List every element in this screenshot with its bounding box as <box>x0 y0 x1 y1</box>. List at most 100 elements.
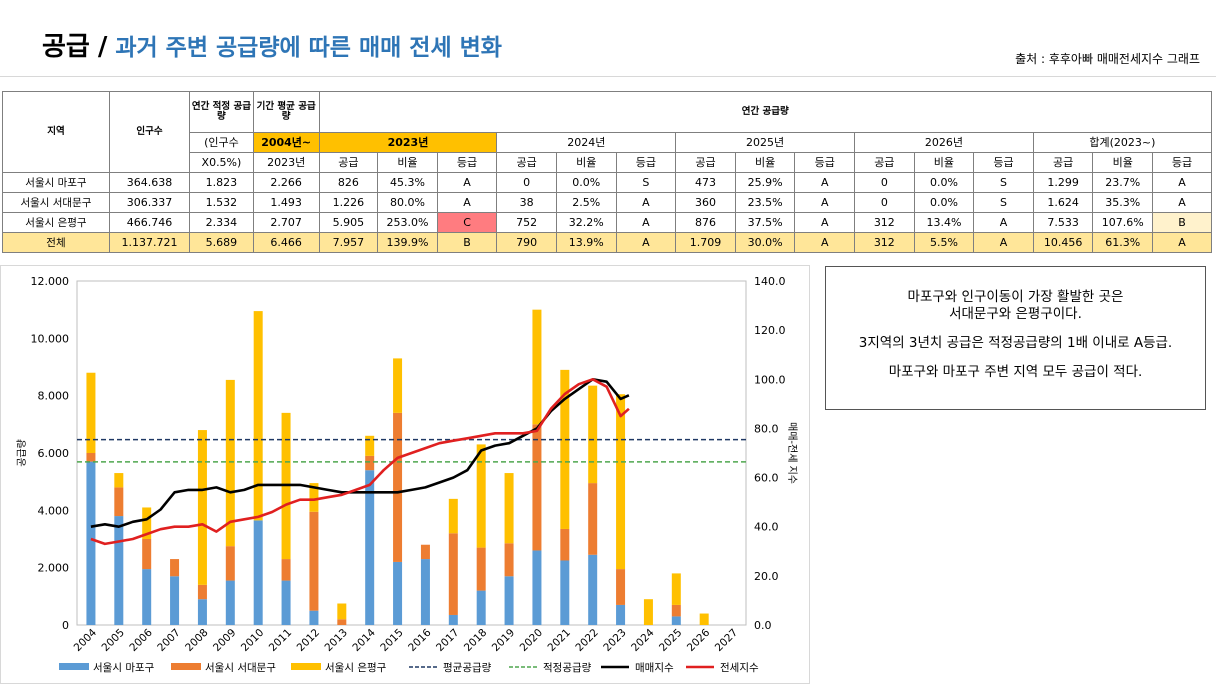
cell-value: 37.5% <box>734 212 796 233</box>
bar-segment <box>86 461 96 625</box>
bar-segment <box>476 444 486 548</box>
bar-segment <box>337 603 347 620</box>
cell-value: 752 <box>496 212 557 233</box>
legend-label: 전세지수 <box>720 662 759 674</box>
bar-segment <box>197 584 207 600</box>
cell-value: 23.7% <box>1092 172 1154 193</box>
cell-population: 306.337 <box>108 192 191 213</box>
cell-grade: A <box>436 172 498 193</box>
cell-population: 466.746 <box>108 212 191 233</box>
x-tick-label: 2004 <box>72 626 100 654</box>
cell-value: 253.0% <box>377 212 438 233</box>
bar-segment <box>337 619 347 625</box>
x-tick-label: 2016 <box>406 626 434 654</box>
subcol-supply: 공급 <box>854 152 915 173</box>
bar-segment <box>699 613 709 625</box>
cell-value: 2.5% <box>555 192 617 213</box>
cell-value: 25.9% <box>734 172 796 193</box>
cell-value: 61.3% <box>1092 232 1154 253</box>
subcol-supply: 공급 <box>318 152 379 173</box>
page-title: 공급 / 과거 주변 공급량에 따른 매매 전세 변화 <box>42 26 502 66</box>
bar-segment <box>616 569 626 605</box>
header-year-2026: 2026년 <box>854 132 1034 153</box>
legend-label: 서울시 마포구 <box>93 662 155 674</box>
cell-grade: A <box>794 192 856 213</box>
cell-region: 서울시 서대문구 <box>2 192 110 213</box>
x-tick-label: 2008 <box>183 627 210 654</box>
bar-segment <box>448 614 458 625</box>
bar-segment <box>197 599 207 625</box>
legend-label: 매매지수 <box>635 662 674 674</box>
bar-segment <box>448 498 458 534</box>
cell-value: 0.0% <box>555 172 617 193</box>
bar-segment <box>142 569 152 625</box>
x-tick-label: 2018 <box>462 627 489 654</box>
header-period-start: 2004년~ <box>252 132 320 153</box>
cell-average: 6.466 <box>252 232 320 253</box>
bar-segment <box>448 533 458 615</box>
header-region: 지역 <box>2 91 110 173</box>
header-period-end: 2023년 <box>252 152 320 173</box>
x-tick-label: 2021 <box>546 627 573 654</box>
bar-segment <box>643 599 653 625</box>
y2-tick-label: 0.0 <box>754 619 772 632</box>
cell-value: 23.5% <box>734 192 796 213</box>
subcol-grade: 등급 <box>436 152 498 173</box>
cell-population: 1.137.721 <box>108 232 191 253</box>
cell-grade: A <box>615 192 677 213</box>
subcol-ratio: 비율 <box>555 152 617 173</box>
series-line <box>90 378 630 529</box>
source-caption: 출처 : 후후아빠 매매전세지수 그래프 <box>1015 52 1200 66</box>
x-tick-label: 2015 <box>378 627 405 654</box>
x-tick-label: 2006 <box>127 626 155 654</box>
bar-segment <box>588 385 598 484</box>
y-tick-label: 10.000 <box>31 332 70 345</box>
cell-average: 2.266 <box>252 172 320 193</box>
cell-region: 서울시 마포구 <box>2 172 110 193</box>
cell-population: 364.638 <box>108 172 191 193</box>
y-tick-label: 0 <box>62 619 69 632</box>
cell-grade: A <box>436 192 498 213</box>
bar-segment <box>616 604 626 625</box>
cell-grade: A <box>973 212 1034 233</box>
header-year-2024: 2024년 <box>496 132 677 153</box>
comment-line-1: 마포구와 인구이동이 가장 활발한 곳은 서대문구와 은평구이다. <box>907 289 1124 322</box>
bar-segment <box>560 560 570 625</box>
bar-segment <box>225 546 235 581</box>
bar-segment <box>142 507 152 539</box>
cell-adequate: 2.334 <box>189 212 254 233</box>
bar-segment <box>393 358 403 413</box>
x-tick-label: 2013 <box>323 627 350 654</box>
cell-value: 139.9% <box>377 232 438 253</box>
x-tick-label: 2022 <box>573 627 600 654</box>
x-tick-label: 2026 <box>685 626 713 654</box>
legend-label: 평균공급량 <box>443 662 492 674</box>
x-tick-label: 2017 <box>434 627 461 654</box>
header-annual-adequate: 연간 적정 공급량 <box>189 91 254 133</box>
cell-grade-highlight: B <box>1152 212 1212 233</box>
cell-value: 35.3% <box>1092 192 1154 213</box>
cell-value: 826 <box>318 172 379 193</box>
bar-segment <box>671 616 681 625</box>
legend-swatch <box>291 663 321 670</box>
y2-axis-label: 매매-전세 지수 <box>786 422 798 484</box>
title-sub: 과거 주변 공급량에 따른 매매 전세 변화 <box>115 35 502 61</box>
cell-value: 38 <box>496 192 557 213</box>
comment-line-2: 3지역의 3년치 공급은 적정공급량의 1배 이내로 A등급. <box>858 335 1173 351</box>
bar-segment <box>420 544 430 560</box>
cell-grade: A <box>794 232 856 253</box>
bar-segment <box>170 576 180 625</box>
bar-segment <box>253 311 263 521</box>
bar-segment <box>365 455 375 471</box>
subcol-supply: 공급 <box>1032 152 1094 173</box>
bar-segment <box>114 516 124 625</box>
header-divider <box>0 76 1216 77</box>
bar-segment <box>225 379 235 547</box>
cell-value: 80.0% <box>377 192 438 213</box>
bar-segment <box>393 412 403 562</box>
bar-segment <box>504 576 514 625</box>
subcol-ratio: 비율 <box>1092 152 1154 173</box>
x-tick-label: 2027 <box>713 627 740 654</box>
header-population: 인구수 <box>108 91 191 173</box>
title-slash: / <box>97 32 108 62</box>
